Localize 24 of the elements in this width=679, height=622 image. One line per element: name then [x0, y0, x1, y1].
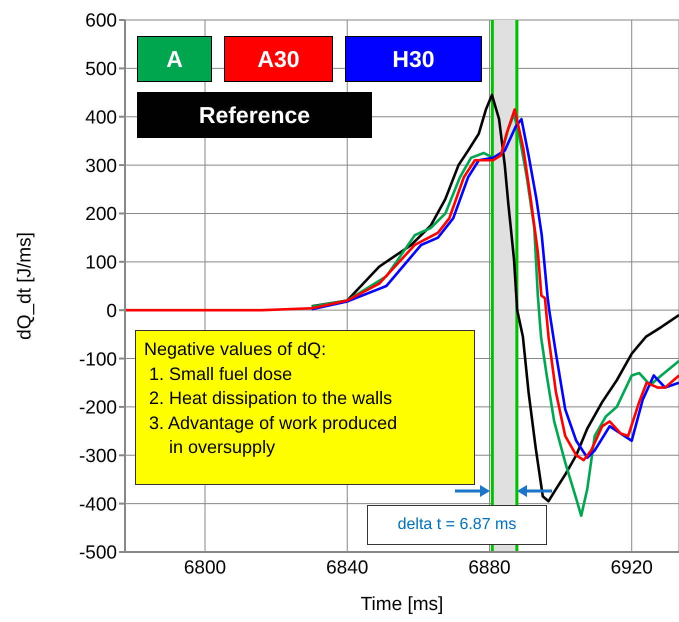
x-axis-title: Time [ms] — [360, 594, 444, 615]
y-tick-label: -100 — [78, 349, 117, 370]
y-tick-label: 600 — [85, 10, 117, 32]
text: A — [137, 36, 212, 82]
x-tick-label: 6800 — [184, 557, 226, 578]
y-tick-label: 0 — [106, 300, 117, 322]
text: Reference — [137, 92, 372, 138]
y-tick-label: -400 — [78, 494, 117, 516]
text-box: delta t = 6.87 ms — [367, 505, 547, 545]
y-tick-label: -500 — [78, 542, 117, 564]
x-tick-label: 6840 — [326, 557, 368, 578]
y-tick-label: -200 — [78, 398, 117, 419]
text: H30 — [345, 36, 482, 82]
y-tick-label: 200 — [85, 204, 117, 226]
y-tick-label: -300 — [78, 446, 117, 468]
y-tick-label: 500 — [85, 59, 117, 80]
x-tick-label: 6880 — [468, 557, 511, 578]
y-tick-label: 300 — [85, 156, 117, 177]
text-box: Negative values of dQ: 1. Small fuel dose 2. Heat dissipation to the walls 3. Advantage of work produced in oversupply — [135, 330, 475, 485]
y-axis-title: dQ_dt [J/ms] — [14, 232, 36, 340]
x-tick-label: 6920 — [610, 557, 653, 578]
y-tick-label: 100 — [85, 252, 117, 274]
y-tick-label: 400 — [85, 107, 117, 128]
text: A30 — [224, 36, 333, 82]
